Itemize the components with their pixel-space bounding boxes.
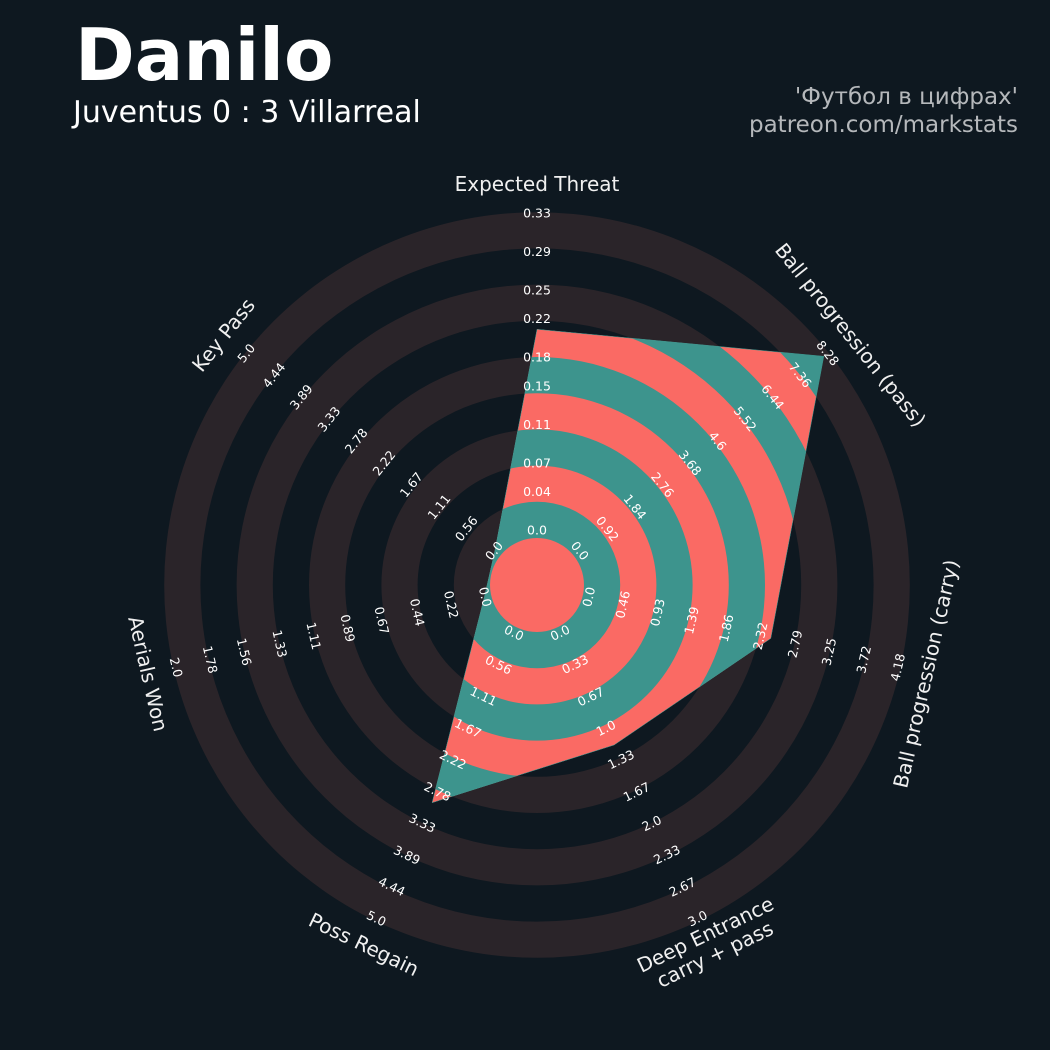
- tick-label: 0.0: [476, 585, 495, 608]
- tick-label: 3.25: [819, 636, 840, 666]
- tick-label: 2.0: [167, 656, 186, 679]
- tick-label: 0.67: [371, 605, 392, 635]
- axis-label: Expected Threat: [455, 172, 620, 196]
- tick-label: 1.33: [269, 628, 290, 658]
- tick-label: 0.15: [523, 378, 551, 393]
- tick-label: 1.11: [303, 621, 324, 651]
- tick-label: 0.25: [523, 282, 551, 297]
- tick-label: 3.72: [853, 644, 874, 674]
- tick-label: 4.18: [887, 652, 908, 683]
- tick-label: 0.18: [523, 350, 551, 365]
- tick-label: 2.32: [750, 621, 771, 651]
- credit-url: patreon.com/markstats: [749, 112, 1018, 138]
- tick-label: 0.04: [523, 484, 551, 499]
- tick-label: 1.86: [716, 613, 737, 644]
- tick-label: 0.0: [527, 523, 547, 538]
- tick-label: 0.33: [523, 206, 551, 221]
- center-circle: [490, 538, 584, 632]
- tick-label: 1.39: [681, 605, 702, 636]
- tick-label: 0.29: [523, 244, 551, 259]
- tick-label: 0.07: [523, 455, 551, 470]
- tick-label: 0.93: [647, 597, 668, 627]
- credit: 'Футбол в цифрах': [795, 84, 1018, 110]
- tick-label: 0.46: [612, 589, 633, 620]
- radar-polygon: [431, 329, 825, 804]
- tick-label: 2.79: [785, 629, 806, 660]
- tick-label: 0.89: [337, 613, 358, 644]
- chart-title: Danilo: [75, 13, 333, 97]
- tick-label: 0.0: [579, 585, 598, 608]
- tick-label: 0.22: [441, 589, 462, 619]
- tick-label: 0.44: [407, 597, 428, 628]
- tick-label: 1.78: [200, 644, 221, 675]
- tick-label: 1.56: [234, 637, 255, 668]
- chart-subtitle: Juventus 0 : 3 Villarreal: [71, 95, 421, 130]
- tick-label: 0.11: [523, 417, 551, 432]
- tick-label: 0.22: [523, 311, 551, 326]
